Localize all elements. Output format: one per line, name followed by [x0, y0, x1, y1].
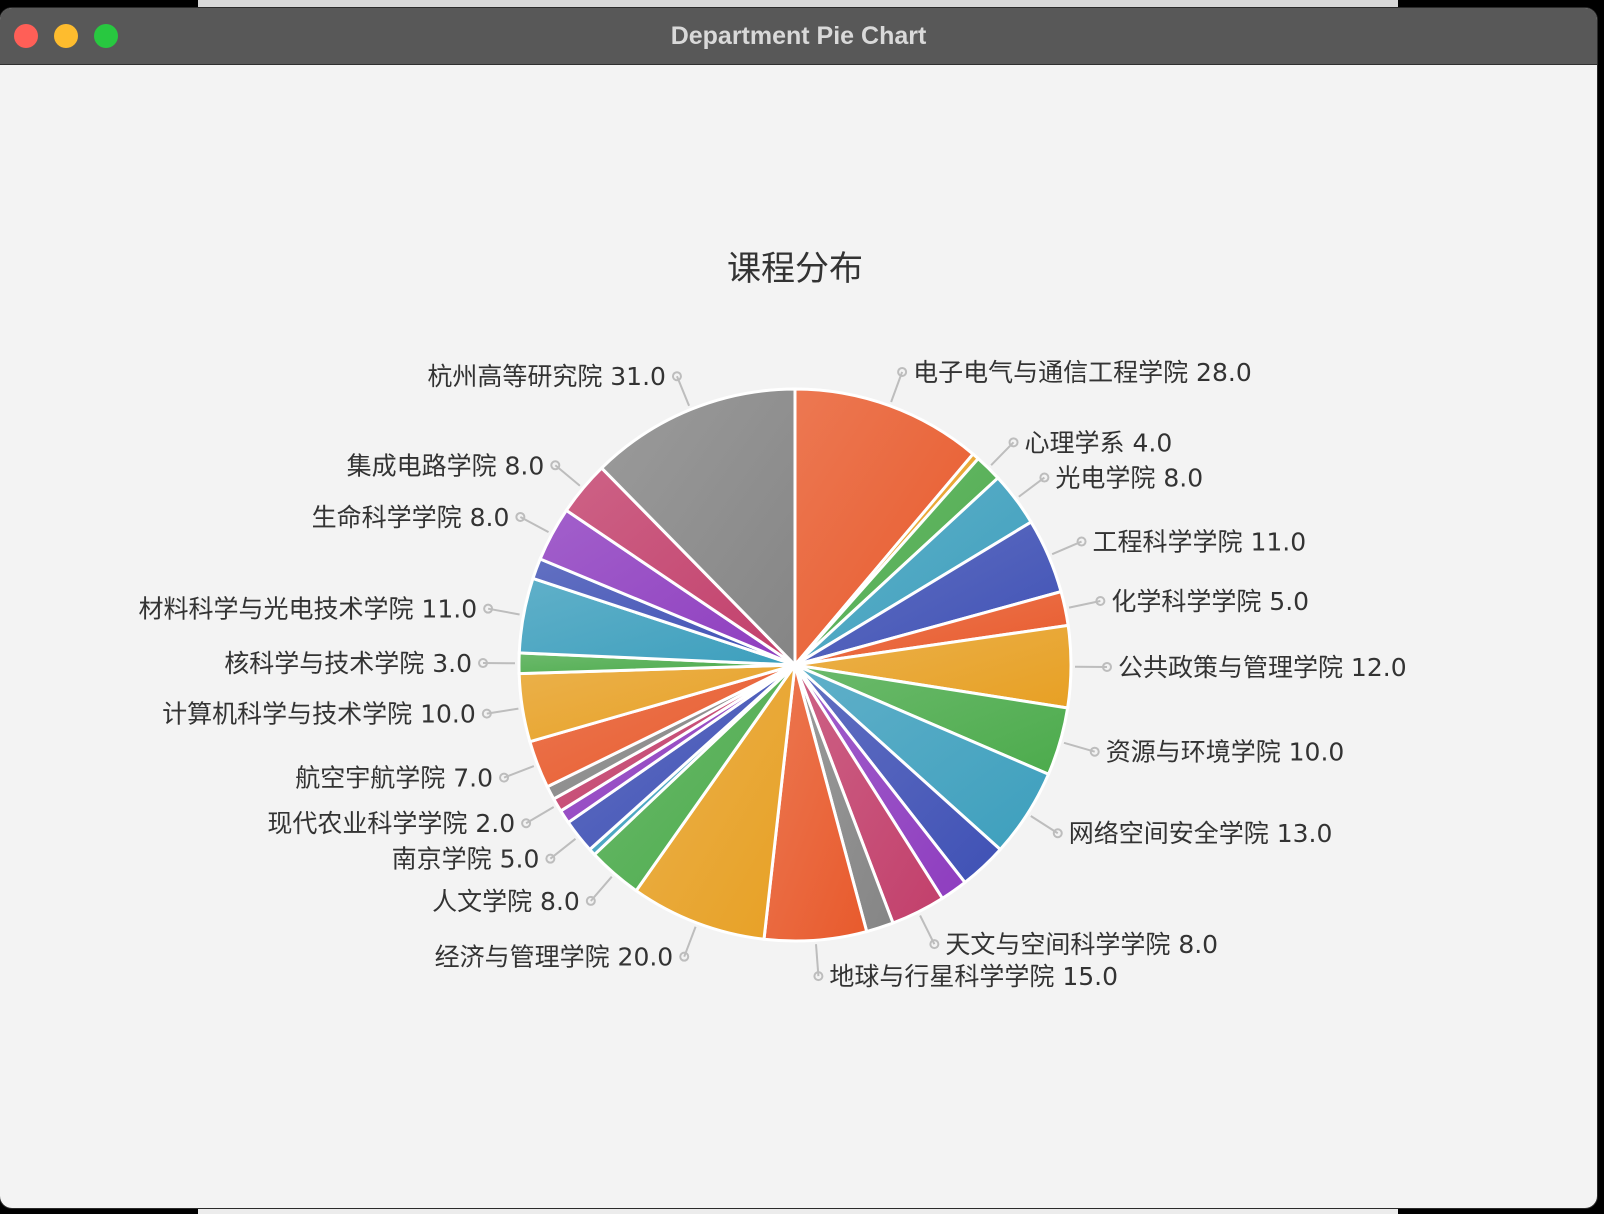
label-anchor-dot — [1008, 437, 1019, 448]
label-anchor-dot — [478, 658, 489, 669]
label-leader-line — [525, 806, 555, 825]
pie-chart: 课程分布 电子电气与通信工程学院 28.0 心理学系 4.0 光电学院 8.0 工程科… — [138, 249, 1406, 991]
background-window-edge — [198, 0, 1398, 8]
label-leader-line — [1030, 815, 1059, 835]
maximize-button[interactable] — [94, 24, 118, 48]
label-anchor-dot — [929, 939, 940, 950]
slice-label: 公共政策与管理学院 12.0 — [1118, 653, 1407, 682]
pie-slices — [517, 387, 1073, 943]
slice-label: 集成电路学院 8.0 — [347, 451, 545, 480]
label-leader-line — [554, 464, 581, 487]
slice-label: 计算机科学与技术学院 10.0 — [162, 700, 476, 729]
window-title: Department Pie Chart — [670, 22, 927, 50]
label-anchor-dot — [1039, 472, 1050, 483]
slice-label: 航空宇航学院 7.0 — [295, 764, 493, 793]
label-leader-line — [1063, 741, 1095, 753]
label-leader-line — [676, 375, 690, 407]
label-anchor-dot — [1095, 596, 1106, 607]
slice-label: 经济与管理学院 20.0 — [435, 943, 674, 972]
label-anchor-dot — [679, 951, 690, 962]
pie-slice[interactable] — [599, 387, 797, 669]
label-leader-line — [890, 371, 904, 403]
label-leader-line — [486, 707, 519, 715]
slice-label: 工程科学学院 11.0 — [1093, 528, 1307, 557]
slice-label: 电子电气与通信工程学院 28.0 — [913, 358, 1252, 387]
label-anchor-dot — [1076, 536, 1087, 547]
label-leader-line — [590, 876, 613, 902]
label-leader-line — [990, 441, 1015, 466]
label-leader-line — [519, 516, 550, 534]
slice-label: 化学科学学院 5.0 — [1111, 587, 1309, 616]
app-window: Department Pie Chart 课程分布 电子电气与通信工程学院 28… — [0, 8, 1597, 1208]
label-anchor-dot — [481, 708, 492, 719]
label-leader-line — [683, 926, 697, 958]
label-anchor-dot — [671, 371, 682, 382]
label-leader-line — [549, 838, 577, 860]
minimize-button[interactable] — [54, 24, 78, 48]
label-leader-line — [503, 765, 535, 779]
chart-title: 课程分布 — [727, 249, 863, 289]
pie-labels: 电子电气与通信工程学院 28.0 心理学系 4.0 光电学院 8.0 工程科学学院 1… — [138, 358, 1406, 991]
label-leader-line — [487, 607, 520, 616]
slice-label: 网络空间安全学院 13.0 — [1069, 819, 1333, 848]
label-anchor-dot — [585, 895, 596, 906]
close-button[interactable] — [14, 24, 38, 48]
label-anchor-dot — [499, 772, 510, 783]
label-anchor-dot — [521, 818, 532, 829]
label-leader-line — [1068, 600, 1101, 609]
title-bar[interactable]: Department Pie Chart — [0, 8, 1597, 65]
label-anchor-dot — [813, 971, 824, 982]
label-leader-line — [1051, 540, 1082, 556]
slice-label: 天文与空间科学学院 8.0 — [945, 930, 1218, 959]
pie-slice[interactable] — [634, 664, 797, 941]
slice-label: 南京学院 5.0 — [392, 845, 540, 874]
slice-label: 杭州高等研究院 31.0 — [427, 362, 666, 391]
slice-label: 材料科学与光电技术学院 11.0 — [138, 595, 477, 624]
slice-label: 现代农业科学学院 2.0 — [267, 809, 515, 838]
slice-label: 生命科学学院 8.0 — [312, 503, 510, 532]
pie-slice[interactable] — [793, 387, 976, 670]
label-anchor-dot — [897, 366, 908, 377]
label-anchor-dot — [515, 511, 526, 522]
label-leader-line — [815, 944, 820, 977]
chart-area: 课程分布 电子电气与通信工程学院 28.0 心理学系 4.0 光电学院 8.0 工程科… — [0, 64, 1597, 1208]
label-leader-line — [1018, 476, 1045, 498]
label-anchor-dot — [483, 603, 494, 614]
slice-label: 资源与环境学院 10.0 — [1106, 738, 1345, 767]
label-anchor-dot — [1052, 828, 1063, 839]
slice-label: 人文学院 8.0 — [432, 887, 580, 916]
slice-label: 心理学系 4.0 — [1025, 428, 1173, 457]
label-leader-line — [919, 915, 936, 945]
slice-label: 光电学院 8.0 — [1055, 464, 1203, 493]
label-anchor-dot — [550, 460, 561, 471]
slice-label: 地球与行星科学学院 15.0 — [829, 962, 1118, 991]
label-anchor-dot — [1089, 746, 1100, 757]
label-anchor-dot — [1101, 661, 1112, 672]
slice-label: 核科学与技术学院 3.0 — [224, 649, 472, 678]
label-anchor-dot — [545, 853, 556, 864]
